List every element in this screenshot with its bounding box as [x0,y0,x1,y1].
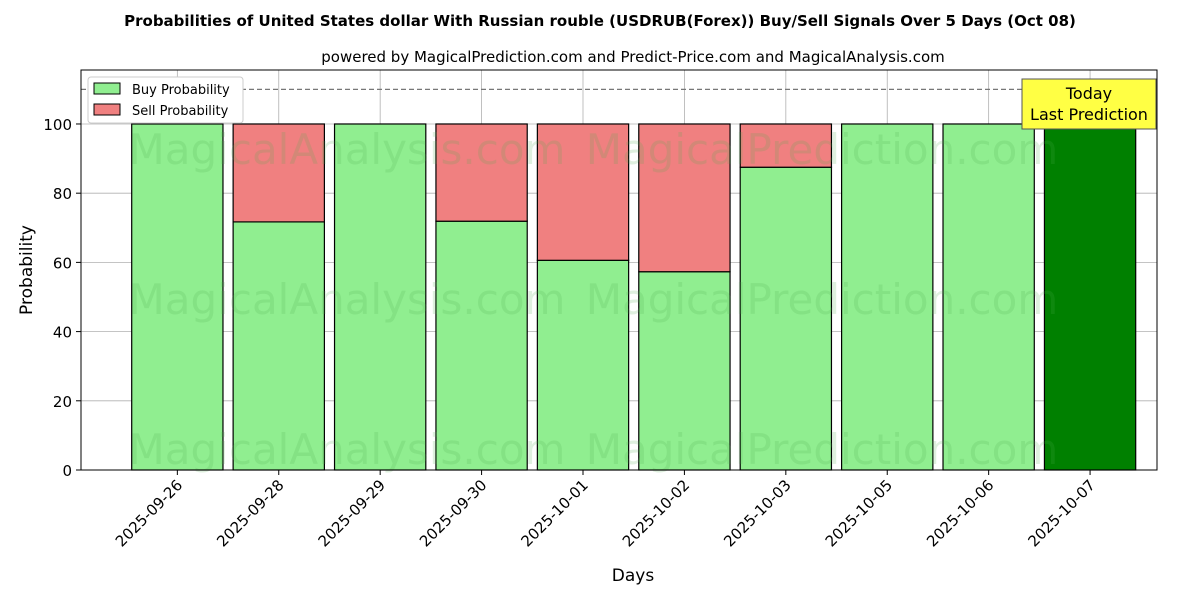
x-tick-label: 2025-09-26 [112,476,186,550]
legend-label: Sell Probability [132,104,229,119]
legend-swatch [93,103,121,116]
plot-frame [80,69,1158,471]
y-tick-label: 100 [43,116,72,134]
legend-label: Buy Probability [132,83,230,98]
legend-box [87,76,244,124]
sell-bar [536,123,630,261]
x-tick-label: 2025-10-05 [822,476,896,550]
today-annotation: Today Last Prediction [1021,78,1157,130]
y-tick-label: 0 [62,462,72,480]
buy-bar [536,259,630,471]
x-tick-label: 2025-09-30 [416,476,490,550]
buy-bar [739,166,833,471]
watermark: MagicalPrediction.com [586,275,1059,324]
sell-bar [435,123,528,222]
buy-bar [841,123,934,471]
buy-bar [942,123,1035,471]
watermark: MagicalPrediction.com [586,125,1059,174]
x-tick-label: 2025-10-01 [517,476,591,550]
buy-bar [131,123,224,471]
y-tick-label: 40 [53,324,72,342]
watermark: MagicalPrediction.com [586,425,1059,474]
buy-bar [638,271,731,471]
x-tick-label: 2025-10-03 [720,476,794,550]
y-tick-label: 20 [53,393,72,411]
annotation-box [1021,78,1157,130]
annotation-text: Last Prediction [1030,105,1148,124]
x-tick-label: 2025-10-02 [619,476,693,550]
buy-bar [1043,123,1137,471]
annotation-text: Today [1065,84,1112,103]
x-axis-label: Days [612,566,655,586]
watermark: MagicalAnalysis.com [129,275,566,324]
sell-bar [232,123,325,223]
sell-bar [739,123,833,168]
watermark: MagicalAnalysis.com [129,125,566,174]
x-tick-label: 2025-10-07 [1025,476,1099,550]
x-tick-label: 2025-09-28 [213,476,287,550]
chart-subtitle: powered by MagicalPrediction.com and Pre… [321,48,945,66]
x-tick-label: 2025-09-29 [315,476,389,550]
buy-bar [435,220,528,471]
y-tick-label: 60 [53,254,72,272]
legend: Buy Probability Sell Probability [87,76,244,124]
x-tick-label: 2025-10-06 [923,476,997,550]
buy-bar [333,123,427,471]
sell-bar [638,123,731,273]
y-axis-label: Probability [17,225,37,315]
watermark: MagicalAnalysis.com [129,425,566,474]
legend-swatch [93,82,121,95]
y-tick-label: 80 [53,185,72,203]
chart-title: Probabilities of United States dollar Wi… [124,12,1076,30]
